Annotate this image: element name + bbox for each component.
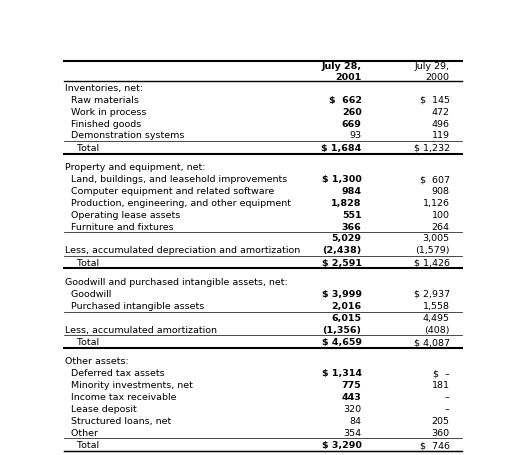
Text: 181: 181 [432, 381, 450, 390]
Text: $ 1,684: $ 1,684 [321, 144, 362, 153]
Text: Goodwill: Goodwill [65, 290, 112, 299]
Text: 1,558: 1,558 [423, 302, 450, 311]
Text: 93: 93 [349, 131, 362, 140]
Text: 100: 100 [432, 211, 450, 220]
Text: 4,495: 4,495 [423, 313, 450, 323]
Text: Inventories, net:: Inventories, net: [65, 84, 144, 93]
Text: Computer equipment and related software: Computer equipment and related software [65, 187, 274, 196]
Text: 472: 472 [432, 108, 450, 116]
Text: Other: Other [65, 429, 98, 438]
Text: July 29,
2000: July 29, 2000 [415, 62, 450, 82]
Text: 205: 205 [432, 417, 450, 426]
Text: $ 1,314: $ 1,314 [322, 369, 362, 378]
Text: 354: 354 [343, 429, 362, 438]
Text: Production, engineering, and other equipment: Production, engineering, and other equip… [65, 199, 291, 208]
Text: Income tax receivable: Income tax receivable [65, 393, 177, 402]
Text: $ 2,937: $ 2,937 [413, 290, 450, 299]
Text: Land, buildings, and leasehold improvements: Land, buildings, and leasehold improveme… [65, 175, 288, 184]
Text: 5,029: 5,029 [331, 234, 362, 243]
Text: 366: 366 [342, 222, 362, 232]
Text: 3,005: 3,005 [423, 234, 450, 243]
Text: 264: 264 [432, 222, 450, 232]
Text: $ 1,232: $ 1,232 [413, 144, 450, 153]
Text: 320: 320 [343, 405, 362, 414]
Text: (1,356): (1,356) [323, 325, 362, 334]
Text: Structured loans, net: Structured loans, net [65, 417, 171, 426]
Text: $ 2,591: $ 2,591 [322, 259, 362, 268]
Text: Total: Total [65, 441, 100, 450]
Text: 775: 775 [342, 381, 362, 390]
Text: 6,015: 6,015 [331, 313, 362, 323]
Text: –: – [445, 393, 450, 402]
Text: Finished goods: Finished goods [65, 120, 142, 128]
Text: Work in process: Work in process [65, 108, 147, 116]
Text: Goodwill and purchased intangible assets, net:: Goodwill and purchased intangible assets… [65, 278, 288, 287]
Text: $ 1,426: $ 1,426 [414, 259, 450, 268]
Text: 360: 360 [431, 429, 450, 438]
Text: $ 4,087: $ 4,087 [414, 338, 450, 347]
Text: Total: Total [65, 144, 100, 153]
Text: Minority investments, net: Minority investments, net [65, 381, 193, 390]
Text: Furniture and fixtures: Furniture and fixtures [65, 222, 174, 232]
Text: $  607: $ 607 [420, 175, 450, 184]
Text: $ 1,300: $ 1,300 [322, 175, 362, 184]
Text: Lease deposit: Lease deposit [65, 405, 137, 414]
Text: Operating lease assets: Operating lease assets [65, 211, 181, 220]
Text: July 28,
2001: July 28, 2001 [321, 62, 362, 82]
Text: 2,016: 2,016 [331, 302, 362, 311]
Text: Deferred tax assets: Deferred tax assets [65, 369, 165, 378]
Text: $ 3,290: $ 3,290 [322, 441, 362, 450]
Text: 1,126: 1,126 [423, 199, 450, 208]
Text: $  145: $ 145 [420, 96, 450, 105]
Text: 443: 443 [342, 393, 362, 402]
Text: $ 3,999: $ 3,999 [322, 290, 362, 299]
Text: 119: 119 [432, 131, 450, 140]
Text: Less, accumulated depreciation and amortization: Less, accumulated depreciation and amort… [65, 246, 301, 255]
Text: Total: Total [65, 259, 100, 268]
Text: $  662: $ 662 [328, 96, 362, 105]
Text: (1,579): (1,579) [415, 246, 450, 255]
Text: $  746: $ 746 [420, 441, 450, 450]
Text: –: – [445, 405, 450, 414]
Text: Raw materials: Raw materials [65, 96, 139, 105]
Text: (2,438): (2,438) [322, 246, 362, 255]
Text: (408): (408) [424, 325, 450, 334]
Text: 84: 84 [349, 417, 362, 426]
Text: 908: 908 [432, 187, 450, 196]
Text: 260: 260 [342, 108, 362, 116]
Text: 984: 984 [342, 187, 362, 196]
Text: Demonstration systems: Demonstration systems [65, 131, 185, 140]
Text: 496: 496 [432, 120, 450, 128]
Text: 1,828: 1,828 [331, 199, 362, 208]
Text: Other assets:: Other assets: [65, 358, 129, 366]
Text: $  –: $ – [433, 369, 450, 378]
Text: 669: 669 [342, 120, 362, 128]
Text: 551: 551 [342, 211, 362, 220]
Text: Property and equipment, net:: Property and equipment, net: [65, 163, 206, 172]
Text: Purchased intangible assets: Purchased intangible assets [65, 302, 205, 311]
Text: Total: Total [65, 338, 100, 347]
Text: Less, accumulated amortization: Less, accumulated amortization [65, 325, 218, 334]
Text: $ 4,659: $ 4,659 [322, 338, 362, 347]
